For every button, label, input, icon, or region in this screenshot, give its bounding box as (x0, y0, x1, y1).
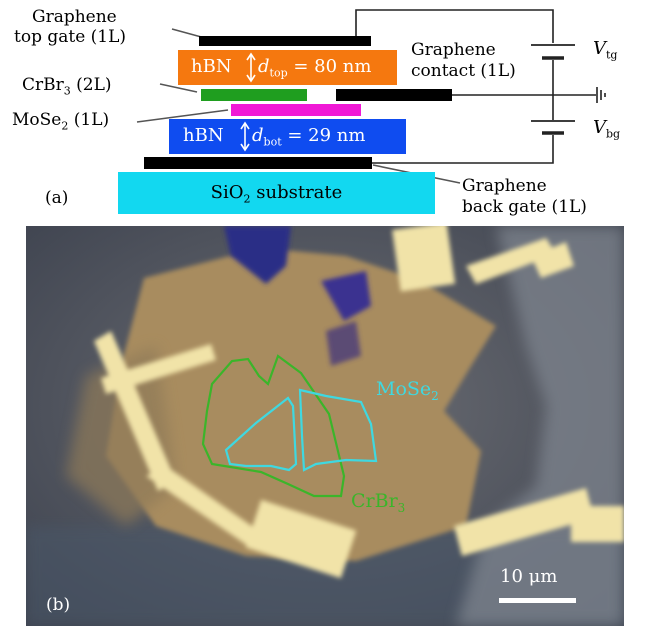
micrograph-image (26, 226, 624, 626)
thickness-arrow-icon (240, 121, 250, 152)
mose2-layer (231, 104, 361, 116)
graphene-back-gate-layer (144, 157, 372, 169)
schematic-lines (136, 9, 606, 184)
top-gate-wire (355, 9, 554, 43)
scale-bar-label: 10 μm (500, 566, 558, 587)
label-v-bg: Vbg (593, 117, 621, 141)
gold-electrodes (94, 226, 624, 579)
panel-b-label: (b) (46, 595, 71, 615)
dark-blue-flake (224, 226, 291, 284)
label-graphene-top-gate-line1: Graphene (32, 7, 117, 27)
graphene-contact-layer (336, 89, 452, 101)
crbr3-layer (201, 89, 307, 101)
mose2-outline-left (224, 396, 298, 472)
hbn-top-layer: hBN dtop = 80 nm (178, 50, 397, 85)
hbn-bottom-layer: hBN dbot = 29 nm (169, 119, 406, 154)
ground-icon (596, 87, 606, 103)
back-gate-wire (372, 135, 554, 164)
label-graphene-top-gate-line2: top gate (1L) (14, 27, 127, 47)
crbr3-outline (201, 354, 346, 498)
mose2-leader (136, 109, 229, 123)
crbr3-label: CrBr3 (351, 490, 406, 515)
mose2-label: MoSe2 (376, 378, 439, 403)
crbr3-leader (159, 83, 198, 93)
scale-bar (499, 598, 576, 603)
label-mose2-1l: MoSe2 (1L) (12, 110, 110, 133)
sio2-substrate: SiO2 substrate (118, 172, 435, 214)
label-graphene-contact-line2: contact (1L) (411, 61, 516, 81)
label-graphene-back-gate-line1: Graphene (462, 176, 547, 196)
label-crbr3-2l: CrBr3 (2L) (22, 75, 112, 98)
label-graphene-back-gate-line2: back gate (1L) (462, 197, 587, 217)
panel-a-label: (a) (45, 188, 69, 208)
label-v-tg: Vtg (593, 38, 618, 62)
optical-micrograph: MoSe2 CrBr3 10 μm (b) (26, 226, 624, 626)
label-graphene-contact-line1: Graphene (411, 40, 496, 60)
thickness-arrow-icon (246, 52, 256, 83)
mose2-outline-right (298, 388, 378, 472)
graphene-top-gate-layer (199, 36, 371, 46)
